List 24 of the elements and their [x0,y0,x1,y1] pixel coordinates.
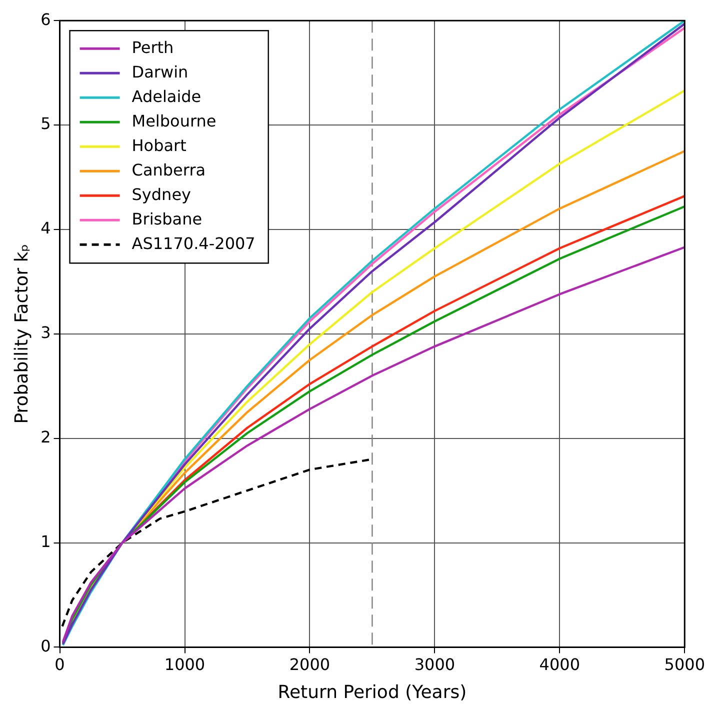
x-tick-label: 3000 [414,654,456,674]
y-tick-label: 5 [40,114,51,134]
legend-label: AS1170.4-2007 [132,234,256,253]
legend-label: Darwin [132,62,188,82]
legend-label: Brisbane [132,209,202,228]
y-tick-label: 0 [40,636,51,656]
x-tick-label: 2000 [289,654,330,674]
x-tick-label: 5000 [664,654,705,674]
legend-label: Sydney [132,184,192,204]
y-axis-title: Probability Factor kₚ [11,244,32,424]
y-tick-label: 2 [40,427,51,446]
legend-label: Adelaide [132,86,202,106]
y-tick-label: 4 [40,218,51,238]
y-tick-label: 3 [40,323,51,342]
x-tick-label: 0 [54,654,65,674]
x-axis-title: Return Period (Years) [278,682,467,703]
legend-label: Canberra [132,160,206,180]
x-tick-label: 1000 [164,654,206,674]
x-tick-label: 4000 [539,654,580,674]
legend-label: Perth [132,38,174,57]
y-tick-label: 1 [40,532,51,551]
legend-label: Melbourne [132,111,216,130]
legend-label: Hobart [132,136,186,155]
y-tick-label: 6 [40,10,51,29]
